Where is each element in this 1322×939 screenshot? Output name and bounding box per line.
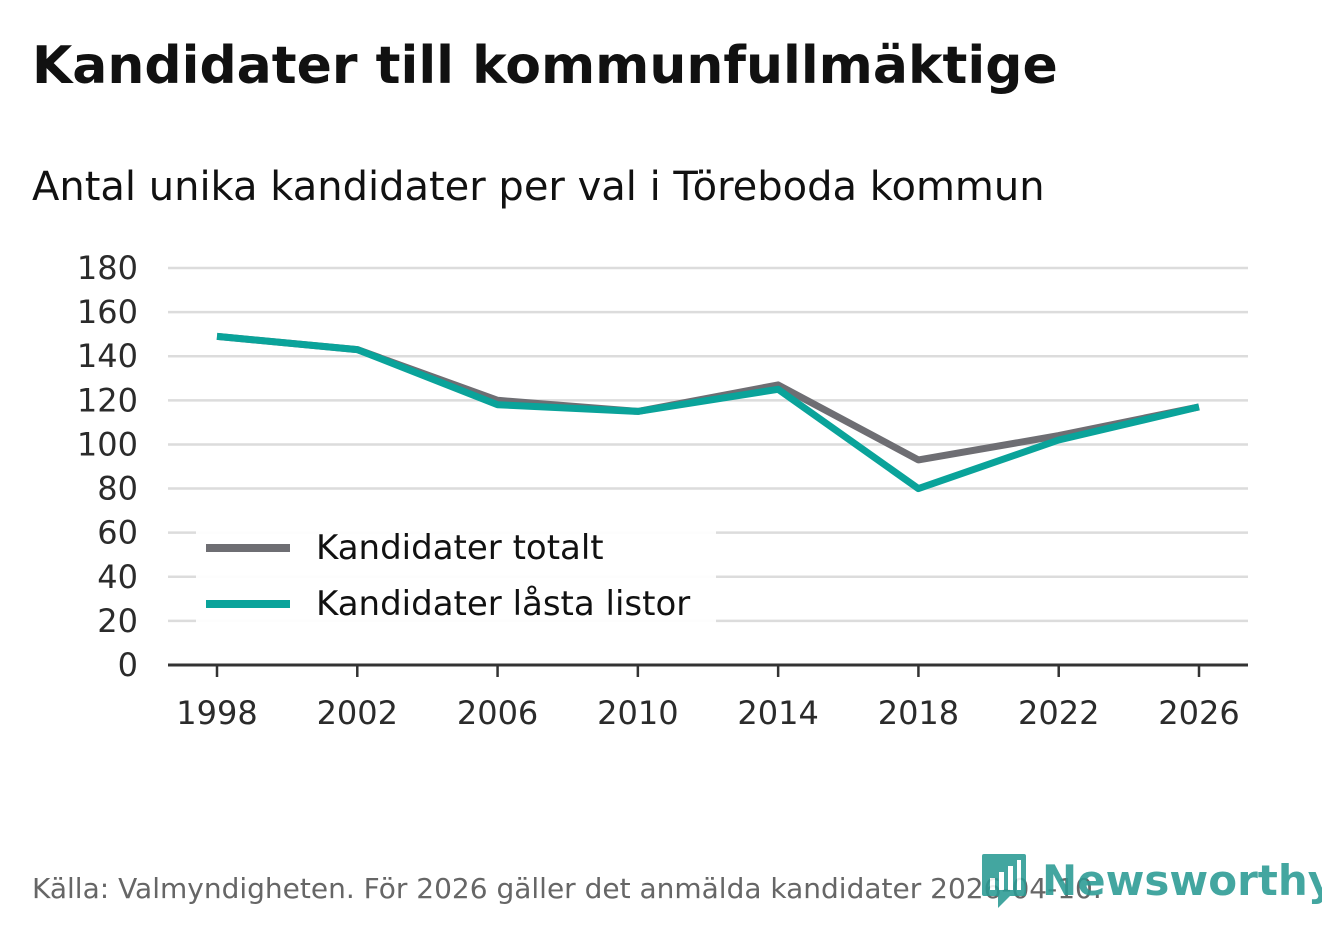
y-tick-label-0: 0 — [118, 646, 138, 684]
series-lines — [216, 332, 1200, 493]
y-tick-label-100: 100 — [77, 425, 138, 463]
x-tick-label-1998: 1998 — [176, 694, 257, 732]
brand-name: Newsworthy — [1042, 855, 1322, 905]
y-tick-label-180: 180 — [77, 249, 138, 287]
legend-label-totalt: Kandidater totalt — [316, 528, 604, 568]
y-tick-label-160: 160 — [77, 293, 138, 331]
legend-label-lasta-listor: Kandidater låsta listor — [316, 584, 691, 624]
y-axis: 0 20 40 60 80 100 120 140 160 180 — [77, 249, 138, 684]
legend-swatch-totalt — [206, 544, 290, 552]
x-tick-label-2010: 2010 — [597, 694, 678, 732]
y-tick-label-120: 120 — [77, 381, 138, 419]
x-tick-label-2002: 2002 — [317, 694, 398, 732]
series-line-kandidater-lasta-listor — [216, 332, 1200, 493]
legend-swatch-lasta-listor — [206, 600, 290, 608]
y-tick-label-20: 20 — [97, 602, 138, 640]
x-tick-label-2026: 2026 — [1158, 694, 1239, 732]
y-tick-label-60: 60 — [97, 514, 138, 552]
y-tick-label-140: 140 — [77, 337, 138, 375]
x-tick-label-2018: 2018 — [878, 694, 959, 732]
source-note: Källa: Valmyndigheten. För 2026 gäller d… — [32, 872, 1102, 905]
chart-legend: Kandidater totalt Kandidater låsta listo… — [196, 520, 716, 624]
x-tick-label-2022: 2022 — [1018, 694, 1099, 732]
y-tick-label-80: 80 — [97, 470, 138, 508]
x-tick-label-2014: 2014 — [737, 694, 818, 732]
chart-subtitle: Antal unika kandidater per val i Törebod… — [32, 164, 1045, 210]
chart-title: Kandidater till kommunfullmäktige — [32, 36, 1058, 96]
x-axis-ticks: 1998 2002 2006 2010 2014 2018 2022 2026 — [176, 665, 1240, 732]
bar-chart-pin-icon — [980, 852, 1028, 908]
legend-item-kandidater-lasta-listor: Kandidater låsta listor — [206, 578, 690, 630]
newsworthy-brand: Newsworthy — [980, 850, 1322, 910]
y-tick-label-40: 40 — [97, 558, 138, 596]
legend-item-kandidater-totalt: Kandidater totalt — [206, 522, 604, 574]
x-tick-label-2006: 2006 — [457, 694, 538, 732]
